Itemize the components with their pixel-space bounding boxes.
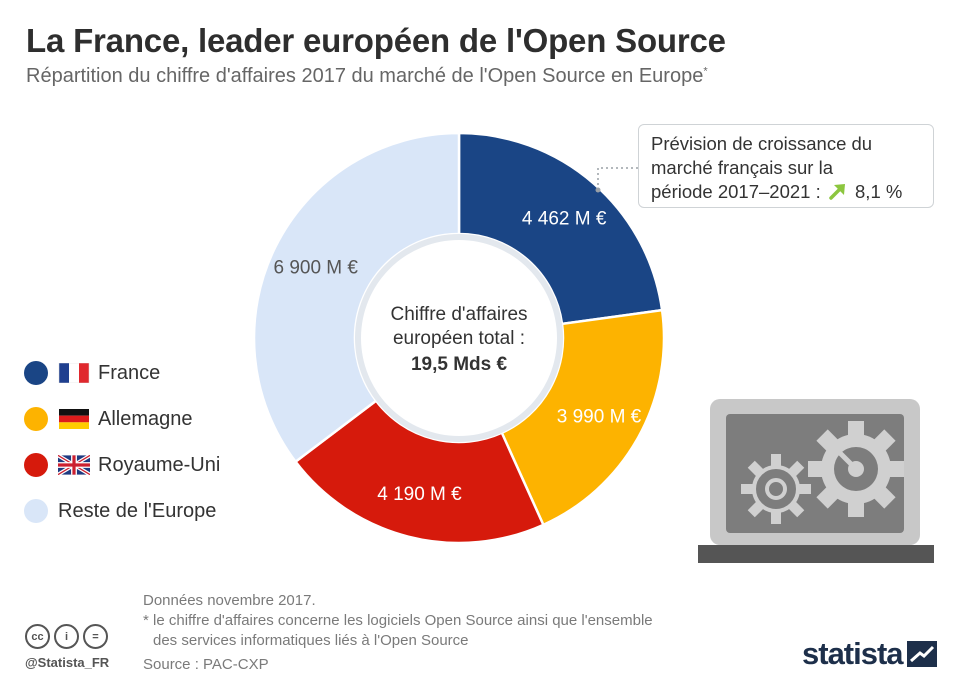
legend-swatch bbox=[24, 499, 48, 523]
slice-value-label: 3 990 M € bbox=[557, 406, 642, 427]
small-gear-icon bbox=[741, 454, 811, 524]
legend-item-france: France bbox=[24, 350, 220, 396]
cc-icon: cc bbox=[25, 624, 50, 649]
legend-label: Allemagne bbox=[98, 407, 193, 430]
chart-title: La France, leader européen de l'Open Sou… bbox=[26, 22, 726, 59]
callout-line-2: marché français sur la bbox=[651, 157, 833, 178]
legend-swatch bbox=[24, 453, 48, 477]
center-label-line2: européen total : bbox=[393, 328, 525, 349]
statista-logo-icon bbox=[906, 641, 937, 667]
legend-swatch bbox=[24, 407, 48, 431]
legend-label: Reste de l'Europe bbox=[58, 499, 217, 522]
slice-value-label: 4 462 M € bbox=[522, 208, 607, 229]
footer-note-asterisk-cont: des services informatiques liés à l'Open… bbox=[153, 632, 469, 649]
legend-label: France bbox=[98, 361, 161, 384]
growth-arrow-icon bbox=[829, 184, 845, 200]
footer-source: Source : PAC-CXP bbox=[143, 656, 269, 673]
legend-item-allemagne: Allemagne bbox=[24, 396, 220, 442]
growth-callout: Prévision de croissance du marché frança… bbox=[638, 124, 934, 208]
statista-logo[interactable]: statista bbox=[802, 636, 937, 672]
twitter-handle: @Statista_FR bbox=[25, 655, 110, 670]
legend-label: Royaume-Uni bbox=[98, 453, 221, 476]
slice-value-label: 6 900 M € bbox=[273, 258, 358, 279]
callout-line-3-text: période 2017–2021 : bbox=[651, 181, 821, 202]
footer-note-asterisk: * le chiffre d'affaires concerne les log… bbox=[143, 612, 653, 629]
legend-item-reste-europe: Reste de l'Europe bbox=[24, 488, 220, 534]
callout-value: 8,1 % bbox=[855, 181, 903, 202]
footer-notes: Données novembre 2017. * le chiffre d'af… bbox=[143, 591, 653, 675]
laptop-gears-icon bbox=[698, 399, 934, 563]
slice-value-label: 4 190 M € bbox=[377, 484, 462, 505]
subtitle-footnote-mark: * bbox=[703, 65, 708, 78]
footer-note-date: Données novembre 2017. bbox=[143, 592, 316, 609]
callout-line-3: période 2017–2021 : 8,1 % bbox=[651, 180, 921, 204]
attribution-icon: i bbox=[54, 624, 79, 649]
legend: France Allemagne Royaume-Uni Reste de l'… bbox=[24, 350, 220, 534]
subtitle-text: Répartition du chiffre d'affaires 2017 d… bbox=[26, 65, 704, 87]
germany-flag-icon bbox=[59, 409, 89, 429]
laptop-base bbox=[698, 545, 934, 563]
chart-subtitle: Répartition du chiffre d'affaires 2017 d… bbox=[26, 65, 708, 88]
legend-item-royaume-uni: Royaume-Uni bbox=[24, 442, 220, 488]
callout-leader-line bbox=[597, 167, 638, 190]
creative-commons-badges: cc i = bbox=[25, 624, 108, 649]
callout-line-1: Prévision de croissance du bbox=[651, 133, 873, 154]
callout-leader-dot bbox=[595, 187, 601, 193]
donut-hole bbox=[361, 240, 557, 436]
large-gear-icon bbox=[808, 421, 904, 517]
center-label-line3: 19,5 Mds € bbox=[411, 354, 508, 375]
uk-flag-icon bbox=[58, 455, 90, 475]
statista-wordmark: statista bbox=[802, 636, 904, 671]
legend-swatch bbox=[24, 361, 48, 385]
center-label-line1: Chiffre d'affaires bbox=[390, 304, 527, 325]
france-flag-icon bbox=[58, 363, 90, 383]
no-derivatives-icon: = bbox=[83, 624, 108, 649]
